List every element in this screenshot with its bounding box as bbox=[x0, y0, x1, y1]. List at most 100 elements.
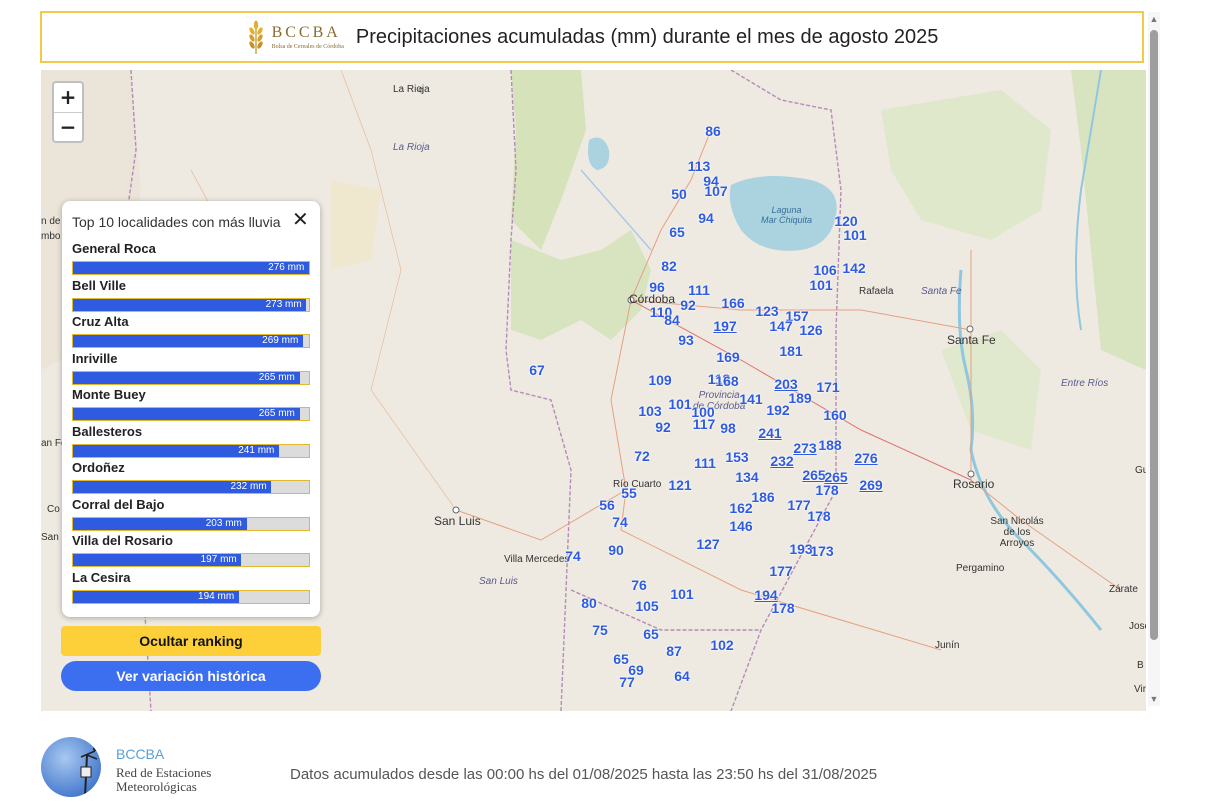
station-value[interactable]: 141 bbox=[739, 391, 763, 407]
station-value[interactable]: 111 bbox=[688, 282, 710, 298]
station-value[interactable]: 169 bbox=[716, 349, 740, 365]
weather-station-logo bbox=[41, 737, 101, 797]
station-value[interactable]: 67 bbox=[529, 362, 545, 378]
station-value[interactable]: 273 bbox=[793, 440, 817, 456]
station-value[interactable]: 192 bbox=[766, 402, 790, 418]
station-value[interactable]: 153 bbox=[725, 449, 749, 465]
station-value[interactable]: 106 bbox=[813, 262, 837, 278]
station-value[interactable]: 160 bbox=[823, 407, 847, 423]
station-value[interactable]: 203 bbox=[774, 376, 798, 392]
station-value[interactable]: 181 bbox=[779, 343, 803, 359]
scroll-up-icon[interactable]: ▲ bbox=[1149, 14, 1159, 24]
station-value[interactable]: 76 bbox=[631, 577, 647, 593]
station-value[interactable]: 64 bbox=[674, 668, 690, 684]
station-value[interactable]: 188 bbox=[818, 437, 842, 453]
bccba-logo: BCCBA Bolsa de Cereales de Córdoba bbox=[246, 20, 344, 54]
station-value[interactable]: 173 bbox=[810, 543, 834, 559]
station-value[interactable]: 94 bbox=[703, 173, 719, 189]
station-value[interactable]: 157 bbox=[785, 308, 809, 324]
station-value[interactable]: 80 bbox=[581, 595, 597, 611]
station-value[interactable]: 178 bbox=[815, 482, 839, 498]
station-value[interactable]: 96 bbox=[649, 279, 665, 295]
station-value[interactable]: 65 bbox=[613, 651, 629, 667]
zoom-out-button[interactable]: − bbox=[59, 115, 77, 139]
station-value[interactable]: 109 bbox=[648, 372, 672, 388]
station-value[interactable]: 65 bbox=[643, 626, 659, 642]
station-value[interactable]: 50 bbox=[671, 186, 687, 202]
station-value[interactable]: 194 bbox=[754, 587, 778, 603]
station-value[interactable]: 77 bbox=[619, 674, 635, 690]
station-value[interactable]: 147 bbox=[769, 318, 793, 334]
station-value[interactable]: 186 bbox=[751, 489, 775, 505]
station-value[interactable]: 86 bbox=[705, 123, 721, 139]
station-value[interactable]: 74 bbox=[565, 548, 581, 564]
station-value[interactable]: 82 bbox=[661, 258, 677, 274]
station-value[interactable]: 65 bbox=[669, 224, 685, 240]
station-value[interactable]: 177 bbox=[787, 497, 811, 513]
station-value[interactable]: 121 bbox=[668, 477, 692, 493]
station-value[interactable]: 178 bbox=[807, 508, 831, 524]
station-value[interactable]: 111 bbox=[694, 455, 716, 471]
station-value[interactable]: 276 bbox=[854, 450, 878, 466]
ranking-bar: 269 mm bbox=[72, 334, 310, 348]
station-value[interactable]: 269 bbox=[859, 477, 883, 493]
station-value[interactable]: 113 bbox=[687, 158, 711, 174]
scroll-down-icon[interactable]: ▼ bbox=[1149, 694, 1159, 704]
station-value[interactable]: 102 bbox=[710, 637, 734, 653]
station-value[interactable]: 265 bbox=[824, 469, 848, 485]
station-value[interactable]: 178 bbox=[771, 600, 795, 616]
station-value[interactable]: 146 bbox=[729, 518, 753, 534]
station-value[interactable]: 75 bbox=[592, 622, 608, 638]
historical-variation-button[interactable]: Ver variación histórica bbox=[61, 661, 321, 691]
station-value[interactable]: 92 bbox=[680, 297, 696, 313]
station-value[interactable]: 74 bbox=[612, 514, 628, 530]
station-value[interactable]: 177 bbox=[769, 563, 793, 579]
station-value[interactable]: 117 bbox=[692, 416, 716, 432]
zoom-in-button[interactable]: + bbox=[54, 83, 82, 113]
station-value[interactable]: 92 bbox=[655, 419, 671, 435]
lake-laguna-label: Laguna bbox=[771, 205, 802, 215]
ranking-bar: 265 mm bbox=[72, 370, 310, 385]
station-value[interactable]: 142 bbox=[842, 260, 866, 276]
station-value[interactable]: 118 bbox=[707, 371, 731, 387]
station-value[interactable]: 69 bbox=[628, 662, 644, 678]
place-b: B bbox=[1137, 660, 1144, 671]
scroll-thumb[interactable] bbox=[1150, 30, 1158, 640]
station-value[interactable]: 101 bbox=[843, 227, 867, 243]
station-value[interactable]: 107 bbox=[704, 183, 728, 199]
station-value[interactable]: 100 bbox=[691, 404, 715, 420]
station-value[interactable]: 162 bbox=[729, 500, 753, 516]
station-value[interactable]: 72 bbox=[634, 448, 650, 464]
close-icon[interactable]: ✕ bbox=[292, 207, 309, 231]
station-value[interactable]: 126 bbox=[799, 322, 823, 338]
hide-ranking-button[interactable]: Ocultar ranking bbox=[61, 626, 321, 656]
station-value[interactable]: 98 bbox=[720, 420, 736, 436]
station-value[interactable]: 87 bbox=[666, 643, 682, 659]
station-value[interactable]: 110 bbox=[649, 304, 673, 320]
station-value[interactable]: 232 bbox=[770, 453, 794, 469]
station-value[interactable]: 127 bbox=[696, 536, 720, 552]
station-value[interactable]: 120 bbox=[834, 213, 858, 229]
station-value[interactable]: 103 bbox=[638, 403, 662, 419]
station-value[interactable]: 101 bbox=[809, 277, 833, 293]
station-value[interactable]: 101 bbox=[668, 396, 692, 412]
station-value[interactable]: 56 bbox=[599, 497, 615, 513]
station-value[interactable]: 84 bbox=[664, 312, 680, 328]
station-value[interactable]: 197 bbox=[713, 318, 737, 334]
station-value[interactable]: 105 bbox=[635, 598, 659, 614]
station-value[interactable]: 90 bbox=[608, 542, 624, 558]
station-value[interactable]: 168 bbox=[715, 373, 739, 389]
station-value[interactable]: 241 bbox=[758, 425, 782, 441]
station-value[interactable]: 93 bbox=[678, 332, 694, 348]
station-value[interactable]: 265 bbox=[802, 467, 826, 483]
station-value[interactable]: 123 bbox=[755, 303, 779, 319]
station-value[interactable]: 171 bbox=[816, 379, 840, 395]
station-value[interactable]: 166 bbox=[721, 295, 745, 311]
station-value[interactable]: 94 bbox=[698, 210, 714, 226]
station-value[interactable]: 189 bbox=[788, 390, 812, 406]
station-value[interactable]: 55 bbox=[621, 485, 637, 501]
station-value[interactable]: 134 bbox=[735, 469, 759, 485]
station-value[interactable]: 193 bbox=[789, 541, 813, 557]
station-value[interactable]: 101 bbox=[670, 586, 694, 602]
scrollbar[interactable]: ▲ ▼ bbox=[1148, 12, 1160, 706]
